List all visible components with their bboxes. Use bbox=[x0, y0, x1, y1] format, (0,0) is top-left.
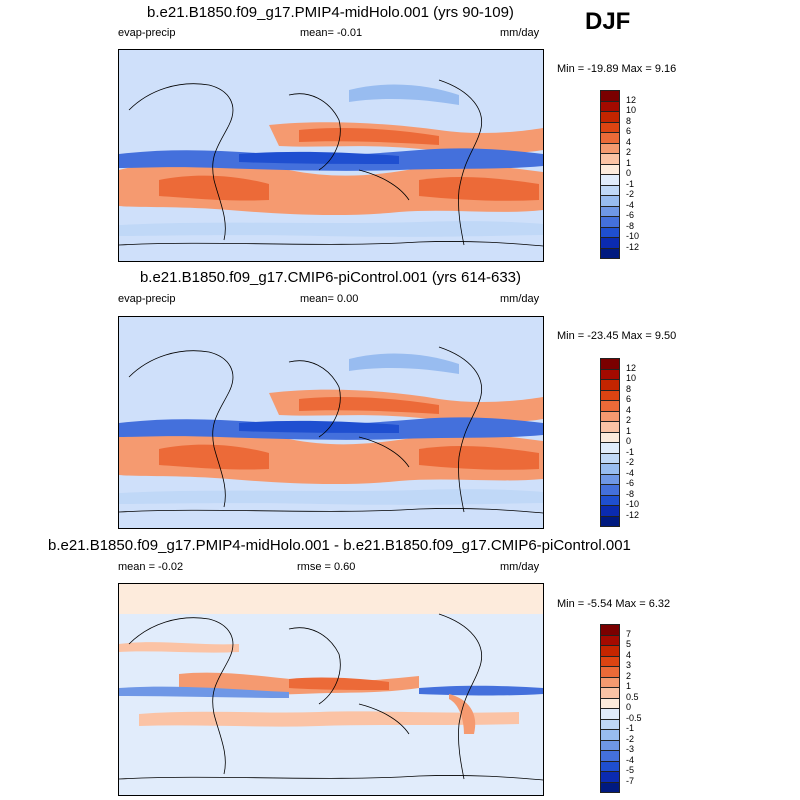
colorbar-tick-label: -12 bbox=[626, 509, 640, 520]
colorbar-tick-label: -8 bbox=[626, 220, 635, 231]
colorbar-tick-label: 8 bbox=[626, 383, 632, 394]
colorbar-swatch bbox=[600, 781, 620, 793]
colorbar-tick-label: -0.5 bbox=[626, 712, 642, 723]
panel1-minmax-label: Min = -19.89 Max = 9.16 bbox=[557, 63, 677, 75]
colorbar-tick-label: -5 bbox=[626, 765, 635, 775]
panel3-rmse-label: rmse = 0.60 bbox=[297, 561, 356, 573]
panel1-variable-label: evap-precip bbox=[118, 27, 176, 39]
colorbar-tick-label: 2 bbox=[626, 147, 632, 157]
colorbar-tick-label: -7 bbox=[626, 775, 635, 786]
colorbar-tick-label: -2 bbox=[626, 457, 635, 467]
colorbar-tick-label: -1 bbox=[626, 446, 635, 457]
panel2-units-label: mm/day bbox=[500, 293, 540, 305]
colorbar-tick-label: -4 bbox=[626, 754, 635, 765]
panel2-map bbox=[118, 316, 544, 529]
colorbar-tick-label: 2 bbox=[626, 415, 632, 425]
panel1-coastlines bbox=[119, 79, 543, 247]
colorbar-tick-label: 0 bbox=[626, 436, 632, 446]
colorbar-tick-label: 0 bbox=[626, 702, 632, 712]
colorbar-tick-label: -12 bbox=[626, 241, 640, 252]
colorbar-tick-label: 10 bbox=[626, 105, 637, 115]
panel2-minmax-label: Min = -23.45 Max = 9.50 bbox=[557, 330, 677, 342]
colorbar-tick-label: 4 bbox=[626, 136, 632, 147]
colorbar-tick-label: -6 bbox=[626, 478, 635, 488]
panel1-colorbar: 12 10 8 6 4 2 1 0 -1 -2 -4 -6 -8 -10 -12 bbox=[600, 90, 639, 259]
panel1-mean-label: mean= -0.01 bbox=[300, 27, 363, 39]
panel3-mean-label: mean = -0.02 bbox=[118, 561, 184, 573]
colorbar-tick-label: 5 bbox=[626, 639, 632, 649]
panel2-field bbox=[119, 317, 543, 528]
panel2-coastlines bbox=[119, 346, 543, 514]
colorbar-swatch bbox=[600, 515, 620, 527]
colorbar-tick-label: 8 bbox=[626, 115, 632, 126]
colorbar-tick-label: 7 bbox=[626, 628, 632, 639]
colorbar-tick-label: 12 bbox=[626, 362, 637, 373]
colorbar-tick-label: -10 bbox=[626, 499, 640, 509]
colorbar-tick-label: 3 bbox=[626, 660, 632, 670]
panel3-field bbox=[119, 584, 543, 795]
colorbar-tick-label: 6 bbox=[626, 126, 632, 136]
colorbar-tick-label: 1 bbox=[626, 157, 632, 168]
panel2-title: b.e21.B1850.f09_g17.CMIP6-piControl.001 … bbox=[139, 269, 522, 286]
colorbar-tick-label: -4 bbox=[626, 199, 635, 210]
season-label: DJF bbox=[585, 8, 631, 35]
panel3-minmax-label: Min = -5.54 Max = 6.32 bbox=[557, 598, 671, 610]
panel1-map bbox=[118, 49, 544, 262]
panel2-colorbar: 12 10 8 6 4 2 1 0 -1 -2 -4 -6 -8 -10 -12 bbox=[600, 358, 639, 527]
panel1-units-label: mm/day bbox=[500, 27, 540, 39]
panel3-units-label: mm/day bbox=[500, 561, 540, 573]
colorbar-swatch bbox=[600, 247, 620, 259]
colorbar-tick-label: 2 bbox=[626, 670, 632, 681]
colorbar-tick-label: 1 bbox=[626, 425, 632, 436]
colorbar-tick-label: -6 bbox=[626, 210, 635, 220]
colorbar-tick-label: 1 bbox=[626, 681, 632, 691]
colorbar-tick-label: 6 bbox=[626, 394, 632, 404]
panel1-title: b.e21.B1850.f09_g17.PMIP4-midHolo.001 (y… bbox=[147, 4, 514, 21]
colorbar-tick-label: -1 bbox=[626, 178, 635, 189]
colorbar-tick-label: -3 bbox=[626, 744, 635, 754]
colorbar-tick-label: -1 bbox=[626, 723, 635, 733]
colorbar-tick-label: 0.5 bbox=[626, 691, 639, 702]
panel1-field bbox=[119, 50, 543, 261]
panel3-coastlines bbox=[119, 613, 543, 781]
panel3-colorbar: 7 5 4 3 2 1 0.5 0 -0.5 -1 -2 -3 -4 -5 -7 bbox=[600, 624, 642, 793]
colorbar-tick-label: -4 bbox=[626, 467, 635, 478]
panel3-title: b.e21.B1850.f09_g17.PMIP4-midHolo.001 - … bbox=[48, 537, 631, 554]
colorbar-tick-label: -2 bbox=[626, 733, 635, 744]
colorbar-tick-label: 10 bbox=[626, 373, 637, 383]
colorbar-tick-label: -10 bbox=[626, 231, 640, 241]
panel2-mean-label: mean= 0.00 bbox=[300, 293, 359, 305]
colorbar-tick-label: -2 bbox=[626, 189, 635, 199]
colorbar-tick-label: 12 bbox=[626, 94, 637, 105]
colorbar-tick-label: 0 bbox=[626, 168, 632, 178]
colorbar-tick-label: -8 bbox=[626, 488, 635, 499]
panel3-map bbox=[118, 583, 544, 796]
colorbar-tick-label: 4 bbox=[626, 404, 632, 415]
panel2-variable-label: evap-precip bbox=[118, 293, 176, 305]
colorbar-tick-label: 4 bbox=[626, 649, 632, 660]
